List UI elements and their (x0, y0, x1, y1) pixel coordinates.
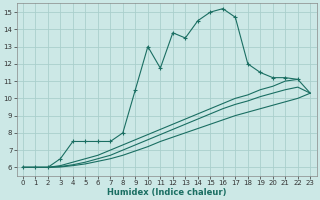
X-axis label: Humidex (Indice chaleur): Humidex (Indice chaleur) (107, 188, 226, 197)
